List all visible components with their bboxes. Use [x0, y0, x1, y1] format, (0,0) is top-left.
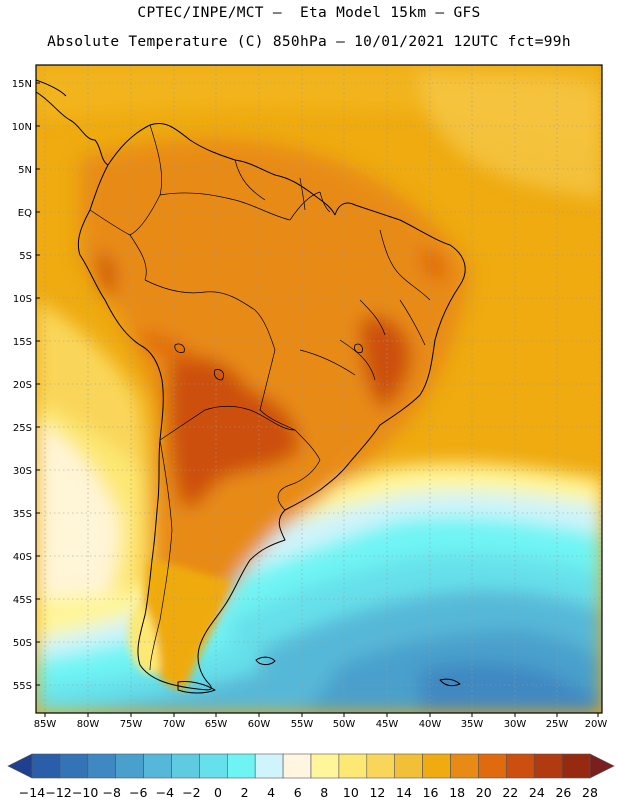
- colorbar-swatch: [227, 753, 256, 779]
- lat-label: 35S: [13, 509, 32, 520]
- lat-label: 45S: [13, 595, 32, 606]
- south-georgia: [439, 678, 461, 687]
- colorbar-swatch: [282, 753, 312, 779]
- lat-label: 5N: [18, 165, 32, 176]
- colorbar-swatch: [31, 753, 61, 779]
- lat-label: EQ: [18, 208, 32, 219]
- colorbar-label: 10: [343, 785, 359, 800]
- lat-label: 25S: [13, 423, 32, 434]
- colorbar-swatch-min: [7, 753, 33, 779]
- colorbar-label: 12: [369, 785, 385, 800]
- colorbar-swatch: [394, 753, 423, 779]
- colorbar-swatch: [171, 753, 200, 779]
- lon-label: 30W: [504, 719, 527, 730]
- colorbar-label: 4: [267, 785, 275, 800]
- colorbar-swatch: [422, 753, 451, 779]
- colorbar-label: −10: [72, 785, 98, 800]
- lon-label: 55W: [291, 719, 314, 730]
- colorbar-label: −8: [102, 785, 120, 800]
- colorbar-swatch: [199, 753, 228, 779]
- colorbar-swatch: [533, 753, 563, 779]
- colorbar-label: 20: [476, 785, 492, 800]
- lat-label: 55S: [13, 681, 32, 692]
- lat-label: 15N: [12, 79, 32, 90]
- graticule: [36, 65, 602, 713]
- lat-label: 15S: [13, 337, 32, 348]
- lon-label: 50W: [333, 719, 356, 730]
- colorbar: −14 −12 −10 −8 −6 −4 −2 0 2 4 6 8 10 12 14 16 18 20 22 24 26…: [7, 753, 615, 800]
- lon-label: 65W: [205, 719, 228, 730]
- longitude-labels: 85W 80W 75W 70W 65W 60W 55W 50W 45W 40W …: [34, 719, 608, 730]
- central-america-coast: [36, 91, 109, 166]
- lon-label: 60W: [248, 719, 271, 730]
- colorbar-label: 16: [423, 785, 439, 800]
- colorbar-label: 0: [214, 785, 222, 800]
- lat-label: 50S: [13, 638, 32, 649]
- lat-label: 40S: [13, 552, 32, 563]
- lakes: [174, 343, 363, 381]
- colorbar-label: −4: [156, 785, 174, 800]
- colorbar-swatch: [478, 753, 507, 779]
- longitude-ticks: [44, 713, 599, 717]
- lon-label: 35W: [461, 719, 484, 730]
- colorbar-label: 8: [320, 785, 328, 800]
- colorbar-swatch: [505, 753, 535, 779]
- chart-title-line2: Absolute Temperature (C) 850hPa – 10/01/…: [47, 34, 571, 50]
- lon-label: 70W: [163, 719, 186, 730]
- colorbar-label: 22: [502, 785, 518, 800]
- map-frame: [35, 64, 603, 714]
- tierra-del-fuego: [177, 681, 216, 694]
- colorbar-swatch: [115, 753, 144, 779]
- lon-label: 85W: [34, 719, 57, 730]
- temperature-field: [36, 65, 602, 713]
- colorbar-swatch: [87, 753, 117, 779]
- lat-label: 20S: [13, 380, 32, 391]
- colorbar-label: −12: [45, 785, 71, 800]
- colorbar-label: 6: [294, 785, 302, 800]
- lon-label: 25W: [546, 719, 569, 730]
- colorbar-swatch: [310, 753, 340, 779]
- lon-label: 80W: [77, 719, 100, 730]
- colorbar-label: −6: [129, 785, 147, 800]
- lat-label: 30S: [13, 466, 32, 477]
- colorbar-swatch: [143, 753, 172, 779]
- country-borders: [89, 124, 431, 671]
- colorbar-label: 28: [582, 785, 598, 800]
- lon-label: 40W: [419, 719, 442, 730]
- colorbar-label: 14: [396, 785, 412, 800]
- colorbar-swatch: [254, 753, 284, 779]
- colorbar-label: 18: [449, 785, 465, 800]
- colorbar-label: 2: [241, 785, 249, 800]
- latitude-ticks: [36, 82, 40, 686]
- colorbar-swatch: [561, 753, 591, 779]
- lon-label: 45W: [376, 719, 399, 730]
- colorbar-swatch-max: [589, 753, 615, 779]
- colorbar-swatch: [450, 753, 479, 779]
- colorbar-label: −14: [19, 785, 45, 800]
- south-america-coast: [77, 164, 466, 691]
- lon-label: 20W: [585, 719, 608, 730]
- lon-label: 75W: [120, 719, 143, 730]
- falklands: [255, 656, 276, 666]
- colorbar-swatch: [59, 753, 89, 779]
- colorbar-label: 26: [555, 785, 571, 800]
- colorbar-swatch: [366, 753, 395, 779]
- latitude-labels: 15N 10N 5N EQ 5S 10S 15S 20S 25S 30S 35S…: [12, 79, 32, 692]
- lat-label: 10S: [13, 294, 32, 305]
- colorbar-label: 24: [529, 785, 545, 800]
- colorbar-swatch: [338, 753, 368, 779]
- lat-label: 10N: [12, 122, 32, 133]
- lat-label: 5S: [19, 251, 32, 262]
- chart-title-line1: CPTEC/INPE/MCT – Eta Model 15km – GFS: [137, 5, 481, 21]
- colorbar-label: −2: [182, 785, 200, 800]
